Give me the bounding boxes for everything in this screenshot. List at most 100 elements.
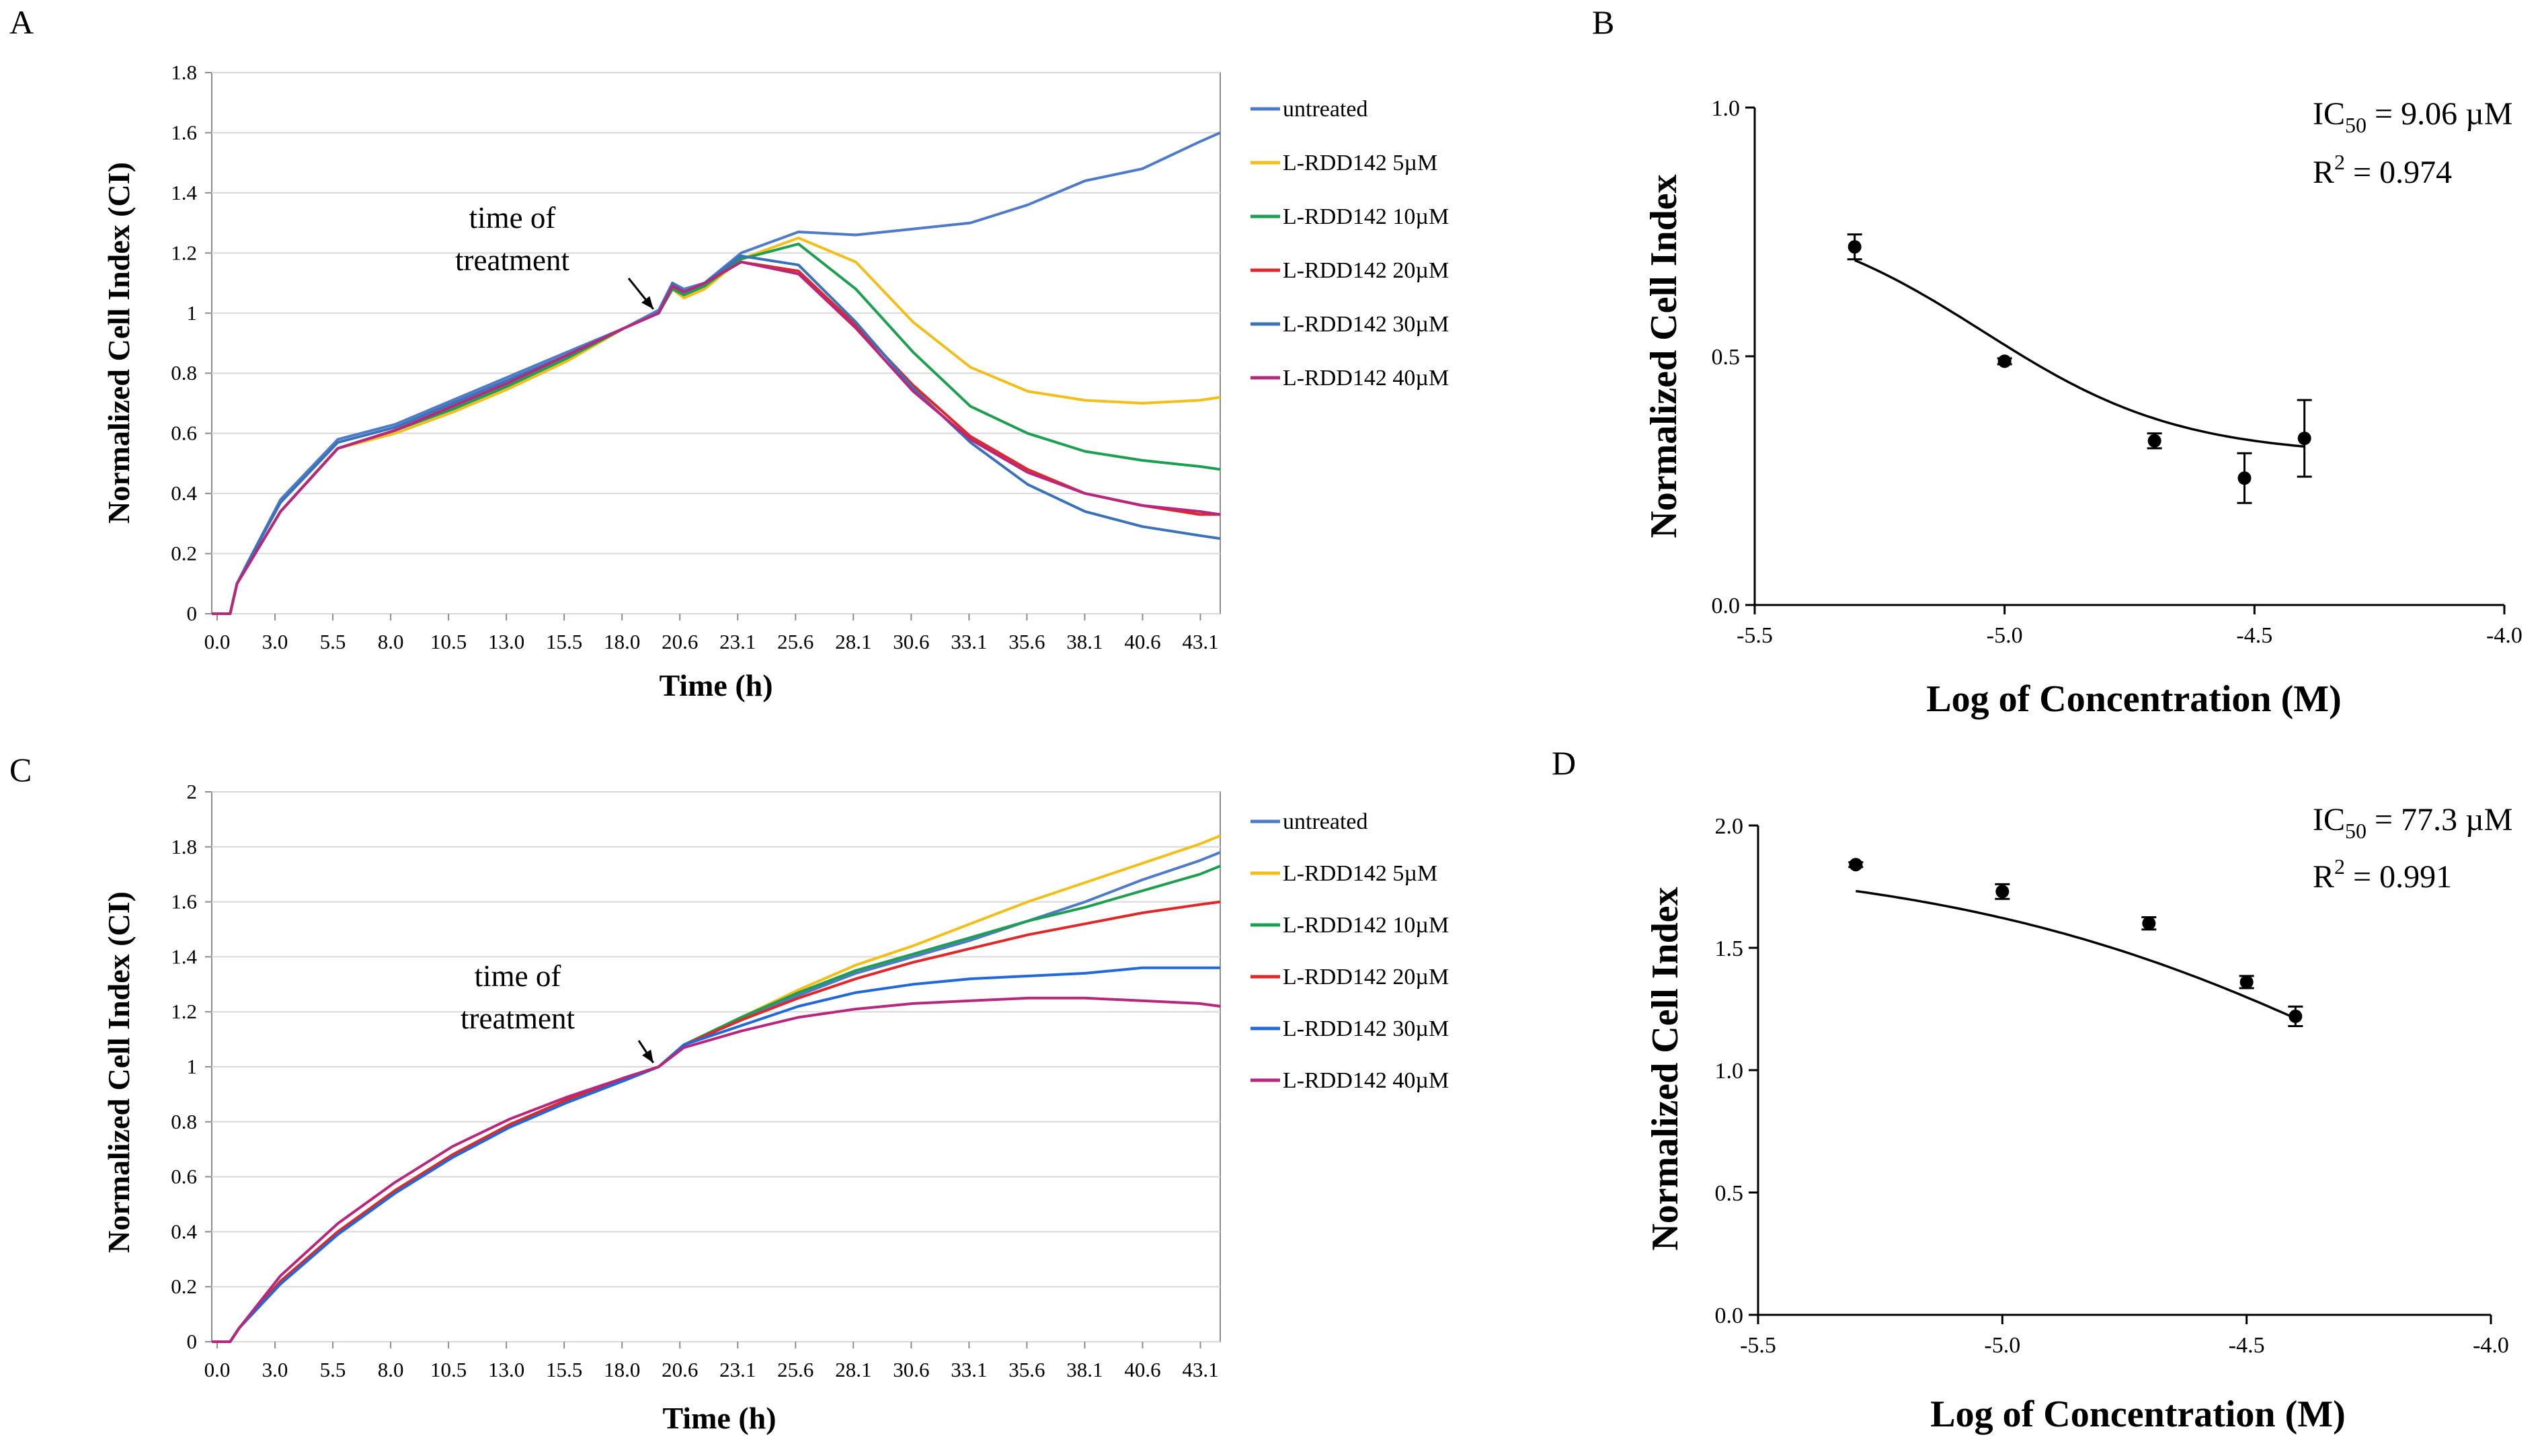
series-line-2: [212, 242, 1221, 615]
legend-label: L-RDD142 20µM: [1283, 258, 1449, 283]
fit-curve: [1856, 889, 2297, 1020]
annotation-arrowhead: [641, 296, 653, 309]
r2-label: R: [2313, 859, 2334, 895]
y-tick-label: 1.6: [171, 120, 197, 144]
x-tick-label: -5.5: [1737, 623, 1773, 648]
r2-superscript: 2: [2334, 150, 2345, 174]
y-tick-label: 0.4: [171, 481, 197, 505]
y-tick-label: 1: [187, 1055, 198, 1078]
x-tick-label: 3.0: [262, 1358, 288, 1381]
x-tick-label: 38.1: [1066, 630, 1103, 653]
ic50-value: = 77.3 µM: [2367, 802, 2512, 838]
data-point: [1995, 885, 2010, 899]
panel-letter: D: [1552, 744, 1576, 782]
x-axis-label: Log of Concentration (M): [1926, 678, 2341, 720]
r2-text: R2 = 0.974: [2313, 150, 2452, 190]
x-tick-label: 35.6: [1008, 630, 1045, 653]
y-tick-label: 1.8: [171, 835, 197, 858]
y-tick-label: 0.8: [171, 1110, 197, 1133]
x-tick-label: 20.6: [662, 1358, 698, 1381]
fit-curve: [1854, 259, 2305, 448]
r2-superscript: 2: [2334, 854, 2345, 879]
x-tick-label: 8.0: [378, 630, 404, 653]
y-tick-label: 0.8: [171, 361, 197, 385]
legend-label: L-RDD142 5µM: [1283, 151, 1437, 175]
panel-letter: A: [9, 3, 34, 41]
x-tick-label: 15.5: [546, 1358, 582, 1381]
x-tick-label: 33.1: [951, 630, 987, 653]
y-tick-label: 0.2: [171, 542, 197, 565]
x-tick-label: 35.6: [1008, 1358, 1045, 1381]
x-tick-label: 5.5: [320, 630, 346, 653]
y-tick-label: 0.0: [1712, 594, 1741, 618]
x-tick-label: 18.0: [604, 630, 640, 653]
y-tick-label: 1.2: [171, 1000, 197, 1023]
y-tick-label: 0: [187, 602, 198, 625]
x-tick-label: 0.0: [204, 1358, 231, 1381]
r2-label: R: [2313, 155, 2334, 190]
annotation-line-1: time of: [469, 201, 556, 235]
data-point: [2239, 975, 2254, 989]
x-tick-label: 25.6: [777, 630, 813, 653]
y-axis-label: Normalized Cell Index (CI): [102, 162, 136, 524]
x-tick-label: -5.5: [1740, 1333, 1776, 1358]
legend-label: L-RDD142 20µM: [1283, 965, 1449, 989]
y-tick-label: 1.6: [171, 890, 197, 914]
x-tick-label: 0.0: [204, 630, 231, 653]
x-tick-label: 8.0: [378, 1358, 404, 1381]
series-line-4: [212, 254, 1221, 615]
plot-frame: [211, 72, 1221, 614]
y-axis-label: Normalized Cell Index (CI): [102, 891, 136, 1253]
x-tick-label: 20.6: [662, 630, 698, 653]
panel-d: D 0.0 0.5 1.0 1.5 2.0 -5.5 -5.0 -4.5 -4.0 IC50 = 7…: [1552, 744, 2512, 1435]
y-tick-label: 1.8: [171, 60, 197, 84]
y-tick-label: 1.0: [1712, 96, 1741, 121]
y-tick-label: 0.2: [171, 1275, 197, 1298]
y-tick-label: 0.4: [171, 1219, 197, 1243]
y-tick-label: 1.2: [171, 241, 197, 264]
x-axis-label: Log of Concentration (M): [1930, 1393, 2345, 1435]
legend-label: L-RDD142 40µM: [1283, 1068, 1449, 1093]
y-tick-label: 0.6: [171, 1165, 197, 1188]
annotation-line-2: treatment: [461, 1002, 575, 1035]
data-point: [1847, 240, 1862, 254]
annotation-line-1: time of: [475, 959, 561, 993]
x-tick-label: 30.6: [893, 630, 929, 653]
ic50-value: = 9.06 µM: [2367, 96, 2512, 132]
ic50-label: IC: [2313, 802, 2345, 838]
legend-label: L-RDD142 10µM: [1283, 913, 1449, 938]
x-tick-label: 13.0: [488, 1358, 524, 1381]
legend-label: L-RDD142 30µM: [1283, 312, 1449, 337]
x-tick-label: 5.5: [320, 1358, 346, 1381]
ic50-text: IC50 = 9.06 µM: [2313, 96, 2512, 137]
x-tick-label: 30.6: [893, 1358, 929, 1381]
annotation-line-2: treatment: [455, 243, 569, 277]
r2-text: R2 = 0.991: [2313, 854, 2452, 895]
r2-value: = 0.991: [2345, 859, 2452, 895]
data-point: [2237, 471, 2252, 485]
x-tick-label: 3.0: [262, 630, 288, 653]
y-tick-label: 2.0: [1715, 814, 1744, 839]
panel-a: A 0 0.2 0.4 0.6 0.8 1 1.2 1.4 1.6 1.8 0.0 3.0 5.5 8.0 1…: [9, 3, 1449, 702]
x-tick-label: 15.5: [546, 630, 582, 653]
x-tick-label: -4.5: [2229, 1333, 2265, 1358]
y-tick-label: 0.5: [1712, 345, 1741, 370]
legend-label: L-RDD142 5µM: [1283, 861, 1437, 886]
y-tick-label: 1.5: [1715, 936, 1744, 961]
x-tick-label: 10.5: [430, 1358, 467, 1381]
x-tick-label: 13.0: [488, 630, 524, 653]
ic50-subscript: 50: [2345, 113, 2367, 137]
x-tick-label: -4.5: [2236, 623, 2272, 648]
x-tick-label: -4.0: [2486, 623, 2522, 648]
panel-letter: B: [1592, 3, 1614, 41]
data-point: [2289, 1009, 2303, 1023]
x-tick-label: 10.5: [430, 630, 467, 653]
r2-value: = 0.974: [2345, 155, 2452, 190]
y-tick-label: 1.0: [1715, 1059, 1744, 1084]
x-tick-label: -4.0: [2473, 1333, 2509, 1358]
x-tick-label: -5.0: [1984, 1333, 2020, 1358]
series-line-2: [212, 864, 1221, 1343]
y-axis-label: Normalized Cell Index: [1644, 887, 1686, 1250]
x-tick-label: 38.1: [1066, 1358, 1103, 1381]
series-line-5: [212, 996, 1221, 1343]
